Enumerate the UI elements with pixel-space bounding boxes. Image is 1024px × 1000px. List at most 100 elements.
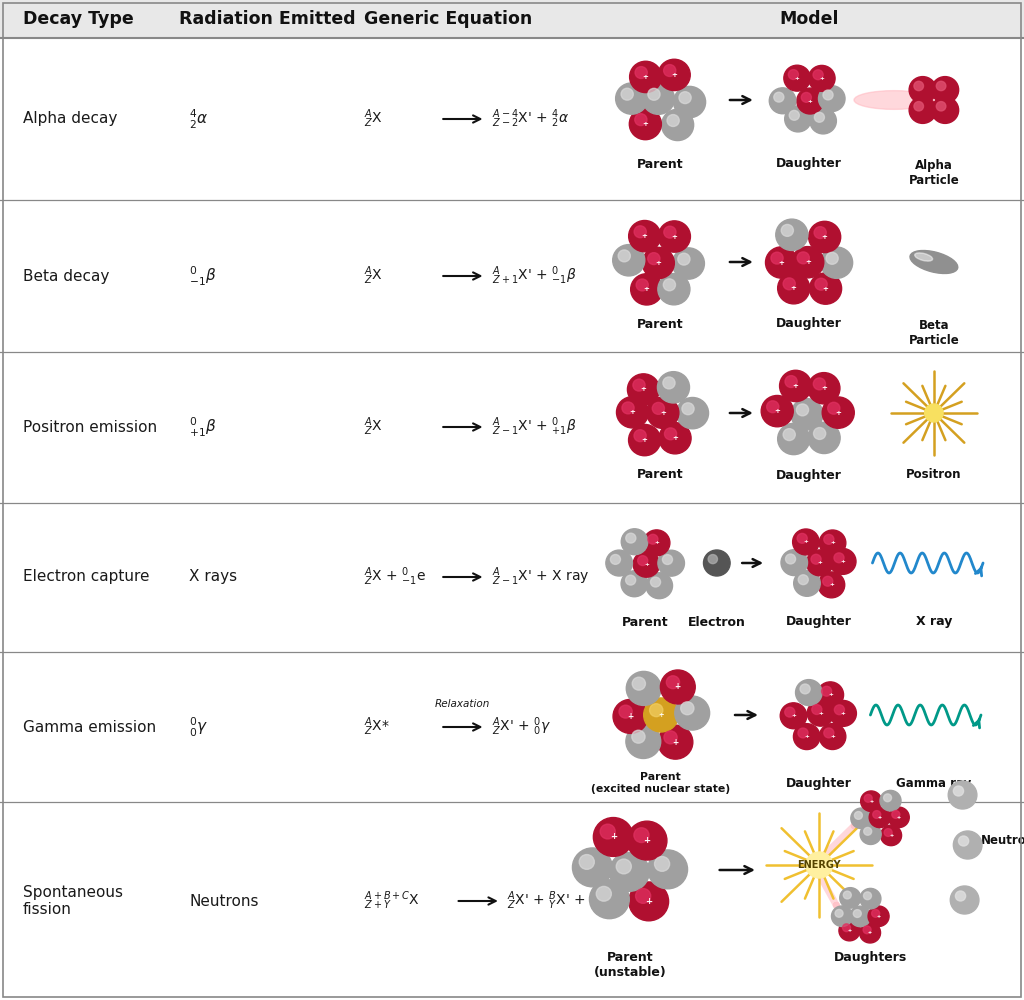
Circle shape bbox=[648, 88, 660, 100]
Text: $^{A}_{Z}$X + $^{0}_{-1}$e: $^{A}_{Z}$X + $^{0}_{-1}$e bbox=[364, 566, 426, 588]
Ellipse shape bbox=[910, 251, 957, 273]
Circle shape bbox=[613, 699, 648, 733]
Text: +: + bbox=[829, 582, 834, 587]
Circle shape bbox=[797, 404, 809, 416]
Circle shape bbox=[851, 808, 871, 829]
Text: +: + bbox=[609, 832, 616, 841]
Circle shape bbox=[884, 794, 892, 802]
Circle shape bbox=[809, 221, 841, 253]
Circle shape bbox=[822, 576, 833, 586]
Circle shape bbox=[810, 108, 837, 134]
Circle shape bbox=[880, 790, 901, 811]
Text: +: + bbox=[659, 410, 666, 416]
Circle shape bbox=[823, 728, 834, 738]
Text: +: + bbox=[877, 914, 881, 919]
Circle shape bbox=[811, 554, 821, 564]
Circle shape bbox=[580, 855, 594, 869]
Circle shape bbox=[662, 109, 693, 141]
Text: +: + bbox=[836, 410, 841, 416]
Circle shape bbox=[629, 220, 660, 252]
Circle shape bbox=[821, 686, 831, 696]
Circle shape bbox=[784, 106, 811, 132]
Circle shape bbox=[872, 811, 881, 818]
Text: Gamma ray: Gamma ray bbox=[896, 776, 972, 790]
Circle shape bbox=[635, 67, 647, 78]
Circle shape bbox=[678, 253, 690, 265]
Circle shape bbox=[909, 77, 936, 103]
Circle shape bbox=[626, 533, 636, 543]
Text: +: + bbox=[672, 435, 678, 441]
Text: +: + bbox=[630, 409, 636, 415]
Circle shape bbox=[622, 529, 648, 555]
Text: +: + bbox=[817, 560, 822, 565]
Circle shape bbox=[863, 892, 871, 900]
Circle shape bbox=[840, 888, 861, 908]
Circle shape bbox=[835, 705, 845, 715]
Circle shape bbox=[781, 550, 808, 576]
Text: +: + bbox=[672, 234, 677, 240]
Circle shape bbox=[681, 702, 694, 715]
Circle shape bbox=[815, 278, 827, 290]
Circle shape bbox=[819, 530, 846, 556]
Circle shape bbox=[618, 705, 632, 718]
Circle shape bbox=[850, 906, 870, 927]
Circle shape bbox=[615, 83, 648, 114]
Text: +: + bbox=[644, 562, 649, 567]
Circle shape bbox=[826, 252, 839, 264]
Circle shape bbox=[948, 781, 977, 809]
Circle shape bbox=[953, 831, 982, 859]
Circle shape bbox=[802, 92, 811, 102]
Text: +: + bbox=[675, 682, 681, 691]
Circle shape bbox=[936, 102, 946, 111]
Circle shape bbox=[823, 90, 834, 100]
Circle shape bbox=[660, 670, 695, 704]
Circle shape bbox=[783, 429, 796, 441]
Text: +: + bbox=[672, 72, 677, 78]
Text: +: + bbox=[808, 99, 812, 104]
Text: Parent: Parent bbox=[637, 157, 684, 170]
Circle shape bbox=[843, 924, 851, 932]
Circle shape bbox=[798, 728, 808, 738]
Circle shape bbox=[634, 430, 646, 442]
Circle shape bbox=[785, 376, 798, 388]
Circle shape bbox=[622, 402, 634, 414]
Circle shape bbox=[813, 70, 823, 80]
Text: $^{A}_{Z}$X: $^{A}_{Z}$X bbox=[364, 265, 382, 287]
Text: +: + bbox=[848, 928, 852, 933]
Text: +: + bbox=[795, 76, 800, 81]
Circle shape bbox=[664, 279, 676, 291]
Text: +: + bbox=[645, 897, 652, 906]
Circle shape bbox=[600, 824, 615, 839]
Circle shape bbox=[829, 548, 856, 574]
Text: +: + bbox=[778, 260, 784, 266]
Circle shape bbox=[784, 707, 795, 717]
Circle shape bbox=[663, 555, 673, 564]
Text: Parent
(unstable): Parent (unstable) bbox=[593, 951, 667, 979]
Text: Gamma emission: Gamma emission bbox=[23, 720, 156, 734]
Circle shape bbox=[636, 279, 648, 291]
Circle shape bbox=[809, 65, 835, 91]
Circle shape bbox=[674, 86, 706, 118]
Text: Decay Type: Decay Type bbox=[23, 10, 133, 28]
Circle shape bbox=[590, 880, 630, 919]
Text: $^{A}_{Z}$X*: $^{A}_{Z}$X* bbox=[364, 716, 389, 738]
Text: X rays: X rays bbox=[189, 570, 238, 584]
Circle shape bbox=[788, 70, 799, 79]
Text: $^{A}_{Z+1}$X' + $^{0}_{-1}\beta$: $^{A}_{Z+1}$X' + $^{0}_{-1}\beta$ bbox=[492, 265, 577, 287]
Circle shape bbox=[807, 550, 834, 576]
Text: $^{0}_{+1}\beta$: $^{0}_{+1}\beta$ bbox=[189, 415, 217, 439]
Circle shape bbox=[864, 794, 872, 802]
Circle shape bbox=[616, 859, 632, 874]
Circle shape bbox=[630, 108, 662, 140]
Text: ENERGY: ENERGY bbox=[798, 860, 841, 870]
Text: +: + bbox=[628, 712, 634, 721]
FancyBboxPatch shape bbox=[0, 0, 1024, 38]
Text: +: + bbox=[642, 121, 648, 127]
Circle shape bbox=[953, 786, 964, 796]
Circle shape bbox=[835, 909, 843, 917]
Text: Daughter: Daughter bbox=[776, 157, 842, 170]
Circle shape bbox=[634, 828, 649, 843]
Circle shape bbox=[767, 401, 779, 413]
Circle shape bbox=[860, 791, 882, 811]
Circle shape bbox=[657, 274, 690, 305]
